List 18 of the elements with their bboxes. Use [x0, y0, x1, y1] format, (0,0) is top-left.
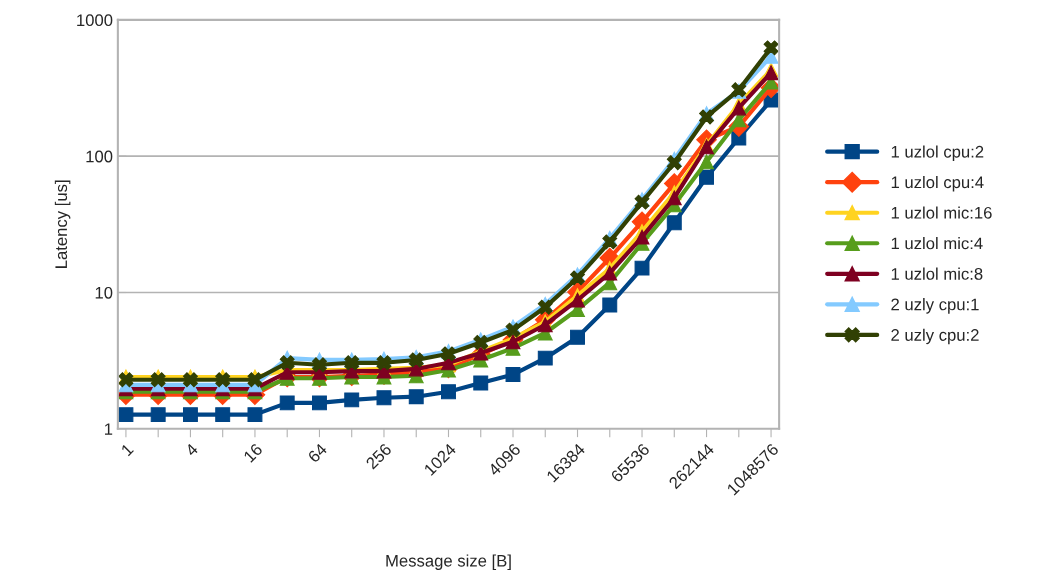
legend-label: 2 uzly cpu:2: [891, 328, 979, 345]
y-tick-label: 1: [105, 423, 113, 435]
legend-label: 1 uzlol mic:4: [891, 237, 983, 250]
legend-label: 2 uzly cpu:1: [891, 298, 979, 314]
legend-label: 1 uzlol cpu:2: [891, 145, 984, 161]
y-axis-title: Latency [us]: [54, 180, 71, 268]
x-tick-label: 16: [243, 442, 264, 463]
legend-label: 1 uzlol cpu:4: [891, 175, 984, 192]
y-tick-label: 100: [86, 150, 113, 163]
x-tick-label: 4: [184, 442, 199, 457]
y-tick-label: 1000: [77, 14, 113, 27]
legend-label: 1 uzlol mic:8: [891, 267, 983, 280]
y-tick-label: 10: [95, 286, 113, 299]
x-tick-label: 64: [307, 442, 328, 464]
x-tick-label: 1: [120, 443, 134, 457]
x-tick-label: 256: [365, 442, 393, 470]
legend-label: 1 uzlol mic:16: [891, 206, 992, 219]
x-axis-title: Message size [B]: [386, 554, 511, 570]
